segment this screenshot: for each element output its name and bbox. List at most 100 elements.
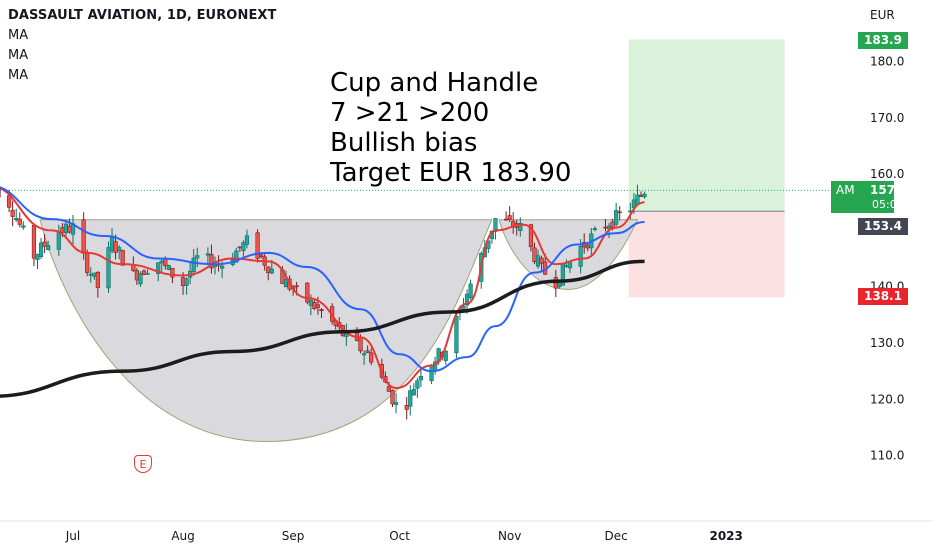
candle-body: [156, 262, 161, 274]
candle-body: [255, 232, 260, 259]
chart-annotation[interactable]: Cup and Handle 7 >21 >200 Bullish bias T…: [330, 68, 571, 188]
candle-body: [163, 258, 168, 267]
x-tick-label: Nov: [498, 529, 521, 543]
entry-price-tag: 153.4: [858, 218, 908, 235]
candle-body: [92, 272, 97, 277]
chart-legend: DASSAULT AVIATION, 1D, EURONEXT MA MA MA: [8, 6, 277, 86]
candle-body: [418, 376, 424, 381]
currency-label: EUR: [870, 8, 895, 22]
candle-body: [31, 224, 37, 259]
candle-body: [294, 285, 299, 288]
ma-indicator-label[interactable]: MA: [8, 68, 29, 83]
candle-body: [134, 270, 140, 281]
candle-body: [120, 250, 125, 266]
candle-body: [14, 218, 19, 221]
stop-price-tag: 138.1: [858, 288, 908, 305]
cup-pattern: [39, 219, 493, 443]
candle-body: [170, 267, 175, 278]
candle-body: [109, 237, 115, 252]
candle-body: [518, 222, 523, 231]
ma-indicator-label[interactable]: MA: [8, 48, 29, 63]
candle-body: [365, 350, 370, 353]
candle-body: [464, 293, 470, 306]
ma-7-line: [0, 187, 645, 390]
profit-zone: [628, 39, 785, 212]
y-tick-label: 160.0: [870, 167, 904, 181]
candle-body: [63, 223, 68, 234]
candle-body: [411, 389, 416, 396]
candle-body: [145, 273, 150, 275]
candle-body: [603, 226, 608, 229]
current-price: 157.1: [870, 183, 908, 197]
candle-body: [443, 350, 448, 361]
candle-body: [638, 194, 644, 197]
candle-body: [390, 390, 395, 405]
candle-body: [539, 257, 544, 264]
candle-body: [429, 364, 434, 382]
candle-body: [503, 218, 509, 221]
loss-zone: [628, 211, 785, 298]
current-price-tag: AM 157.1 05:06:43: [831, 181, 921, 213]
candle-body: [56, 231, 61, 250]
candle-body: [614, 210, 619, 225]
candle-body: [578, 246, 583, 267]
candle-body: [610, 221, 615, 228]
candle-body: [237, 246, 242, 249]
candle-body: [305, 282, 310, 303]
x-tick-label: 2023: [709, 529, 742, 543]
candle-body: [493, 218, 498, 232]
y-tick-label: 120.0: [870, 392, 904, 406]
candle-body: [35, 254, 40, 260]
ma-21-line: [0, 186, 645, 373]
candle-body: [21, 225, 26, 228]
candle-body: [592, 228, 597, 230]
candle-body: [266, 266, 271, 274]
candle-body: [106, 247, 111, 289]
candle-body: [85, 252, 90, 273]
candle-body: [585, 244, 590, 249]
candle-body: [95, 271, 100, 288]
candle-body: [141, 270, 147, 276]
candle-body: [138, 273, 143, 285]
candle-body: [259, 254, 264, 258]
candle-body: [369, 352, 374, 363]
candle-body: [468, 283, 473, 298]
candle-body: [564, 265, 569, 267]
candle-body: [42, 241, 47, 247]
candle-body: [166, 265, 171, 270]
candle-body: [358, 336, 363, 352]
candle-body: [244, 235, 250, 245]
candle-body: [461, 305, 466, 310]
candle-body: [205, 253, 211, 256]
x-tick-label: Jul: [65, 529, 80, 543]
candle-body: [46, 244, 51, 250]
candle-body: [404, 405, 409, 410]
y-tick-label: 180.0: [870, 55, 904, 69]
candle-body: [393, 402, 399, 405]
candle-body: [528, 224, 534, 248]
ma-indicator-label[interactable]: MA: [8, 28, 29, 43]
candle-body: [315, 304, 321, 308]
x-tick-label: Aug: [171, 529, 194, 543]
candle-body: [191, 257, 196, 272]
candle-body: [195, 255, 200, 259]
candle-body: [241, 242, 246, 252]
symbol-title[interactable]: DASSAULT AVIATION, 1D, EURONEXT: [8, 8, 277, 23]
candle-body: [209, 254, 214, 269]
candle-body: [535, 255, 541, 267]
candle-body: [408, 390, 413, 407]
earnings-marker-icon[interactable]: E: [134, 455, 152, 473]
candle-body: [507, 215, 512, 220]
current-symbol: AM: [836, 183, 855, 197]
annotation-line: Target EUR 183.90: [330, 158, 572, 188]
candle-body: [642, 193, 647, 198]
candle-body: [10, 209, 15, 217]
candle-body: [454, 315, 459, 354]
candle-body: [81, 219, 86, 254]
candle-body: [557, 283, 562, 288]
candle-body: [386, 386, 392, 392]
annotation-line: Bullish bias: [330, 128, 478, 158]
candle-body: [159, 260, 164, 264]
candle-body: [361, 353, 367, 356]
